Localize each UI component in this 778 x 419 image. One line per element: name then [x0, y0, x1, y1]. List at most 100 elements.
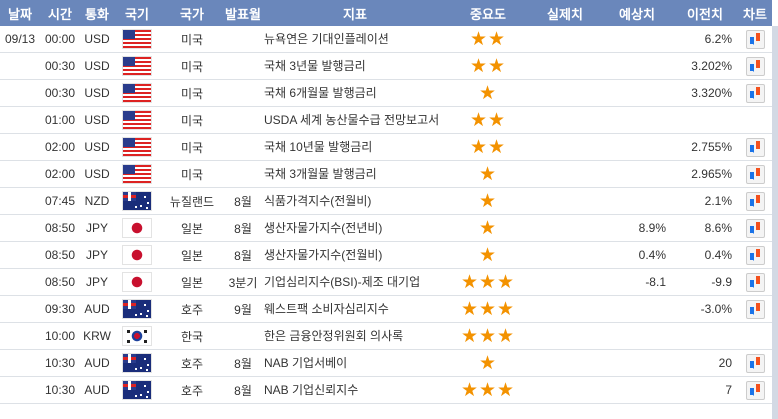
indicator[interactable]: 웨스트팩 소비자심리지수: [262, 295, 448, 323]
chart-cell: [738, 241, 772, 269]
indicator[interactable]: NAB 기업서베이: [262, 349, 448, 377]
candlestick-chart-icon[interactable]: [745, 191, 765, 211]
importance: ★★: [448, 133, 528, 161]
star-icon: ★★: [469, 28, 507, 50]
actual: [528, 160, 602, 188]
indicator[interactable]: 생산자물가지수(전월비): [262, 241, 448, 269]
col-country: 국가: [160, 0, 224, 26]
country: 미국: [160, 26, 224, 53]
forecast: [602, 295, 672, 323]
importance: ★★: [448, 52, 528, 80]
actual: [528, 26, 602, 53]
currency: AUD: [80, 349, 114, 377]
period: 8월: [224, 376, 262, 404]
time: 00:30: [40, 79, 80, 107]
time: 10:00: [40, 322, 80, 350]
candlestick-chart-icon[interactable]: [745, 29, 765, 49]
col-actual: 실제치: [528, 0, 602, 26]
indicator[interactable]: 국채 3년물 발행금리: [262, 52, 448, 80]
time: 08:50: [40, 214, 80, 242]
actual: [528, 52, 602, 80]
col-previous: 이전치: [672, 0, 738, 26]
previous: 8.6%: [672, 214, 738, 242]
col-period: 발표월: [224, 0, 262, 26]
indicator[interactable]: 국채 10년물 발행금리: [262, 133, 448, 161]
indicator[interactable]: 국채 6개월물 발행금리: [262, 79, 448, 107]
importance: ★★★: [448, 376, 528, 404]
actual: [528, 106, 602, 134]
forecast: [602, 79, 672, 107]
table-row: 00:30 USD 미국 국채 6개월물 발행금리 ★ 3.320%: [0, 79, 772, 107]
au-flag-icon: [122, 353, 152, 373]
previous: [672, 106, 738, 134]
flag-cell: [114, 268, 160, 296]
us-flag-icon: [122, 83, 152, 103]
flag-cell: [114, 349, 160, 377]
actual: [528, 133, 602, 161]
flag-cell: [114, 106, 160, 134]
candlestick-chart-icon[interactable]: [745, 83, 765, 103]
actual: [528, 295, 602, 323]
indicator[interactable]: 생산자물가지수(전년비): [262, 214, 448, 242]
col-flag: 국기: [114, 0, 160, 26]
au-flag-icon: [122, 299, 152, 319]
economic-calendar-table: 날짜 시간 통화 국기 국가 발표월 지표 중요도 실제치 예상치 이전치 차트…: [0, 0, 772, 404]
chart-cell: [738, 214, 772, 242]
forecast: [602, 52, 672, 80]
time: 08:50: [40, 268, 80, 296]
indicator[interactable]: 기업심리지수(BSI)-제조 대기업: [262, 268, 448, 296]
country: 미국: [160, 160, 224, 188]
candlestick-chart-icon[interactable]: [745, 218, 765, 238]
forecast: [602, 187, 672, 215]
country: 일본: [160, 241, 224, 269]
currency: USD: [80, 133, 114, 161]
indicator[interactable]: USDA 세계 농산물수급 전망보고서: [262, 106, 448, 134]
indicator[interactable]: 식품가격지수(전월비): [262, 187, 448, 215]
importance: ★: [448, 241, 528, 269]
date: [0, 268, 40, 296]
importance: ★: [448, 79, 528, 107]
time: 02:00: [40, 133, 80, 161]
indicator[interactable]: NAB 기업신뢰지수: [262, 376, 448, 404]
time: 02:00: [40, 160, 80, 188]
candlestick-chart-icon[interactable]: [745, 137, 765, 157]
scrollbar[interactable]: [772, 26, 778, 419]
flag-cell: [114, 52, 160, 80]
currency: JPY: [80, 268, 114, 296]
country: 호주: [160, 376, 224, 404]
importance: ★: [448, 187, 528, 215]
time: 00:00: [40, 26, 80, 53]
time: 08:50: [40, 241, 80, 269]
candlestick-chart-icon[interactable]: [745, 299, 765, 319]
candlestick-chart-icon[interactable]: [745, 272, 765, 292]
table-row: 10:30 AUD 호주 8월 NAB 기업서베이 ★ 20: [0, 349, 772, 377]
table-row: 08:50 JPY 일본 8월 생산자물가지수(전년비) ★ 8.9% 8.6%: [0, 214, 772, 242]
forecast: 8.9%: [602, 214, 672, 242]
table-row: 08:50 JPY 일본 8월 생산자물가지수(전월비) ★ 0.4% 0.4%: [0, 241, 772, 269]
au-flag-icon: [122, 380, 152, 400]
country: 일본: [160, 268, 224, 296]
candlestick-chart-icon[interactable]: [745, 164, 765, 184]
indicator[interactable]: 한은 금융안정위원회 의사록: [262, 322, 448, 350]
flag-cell: [114, 214, 160, 242]
candlestick-chart-icon[interactable]: [745, 56, 765, 76]
star-icon: ★★: [469, 55, 507, 77]
col-time: 시간: [40, 0, 80, 26]
period: [224, 52, 262, 80]
star-icon: ★★★: [460, 325, 516, 347]
country: 한국: [160, 322, 224, 350]
date: [0, 52, 40, 80]
period: [224, 26, 262, 53]
flag-cell: [114, 160, 160, 188]
time: 07:45: [40, 187, 80, 215]
candlestick-chart-icon[interactable]: [745, 380, 765, 400]
importance: ★: [448, 349, 528, 377]
previous: 3.202%: [672, 52, 738, 80]
star-icon: ★★★: [460, 379, 516, 401]
indicator[interactable]: 뉴욕연은 기대인플레이션: [262, 26, 448, 53]
candlestick-chart-icon[interactable]: [745, 353, 765, 373]
candlestick-chart-icon[interactable]: [745, 245, 765, 265]
period: [224, 79, 262, 107]
indicator[interactable]: 국채 3개월물 발행금리: [262, 160, 448, 188]
period: [224, 133, 262, 161]
